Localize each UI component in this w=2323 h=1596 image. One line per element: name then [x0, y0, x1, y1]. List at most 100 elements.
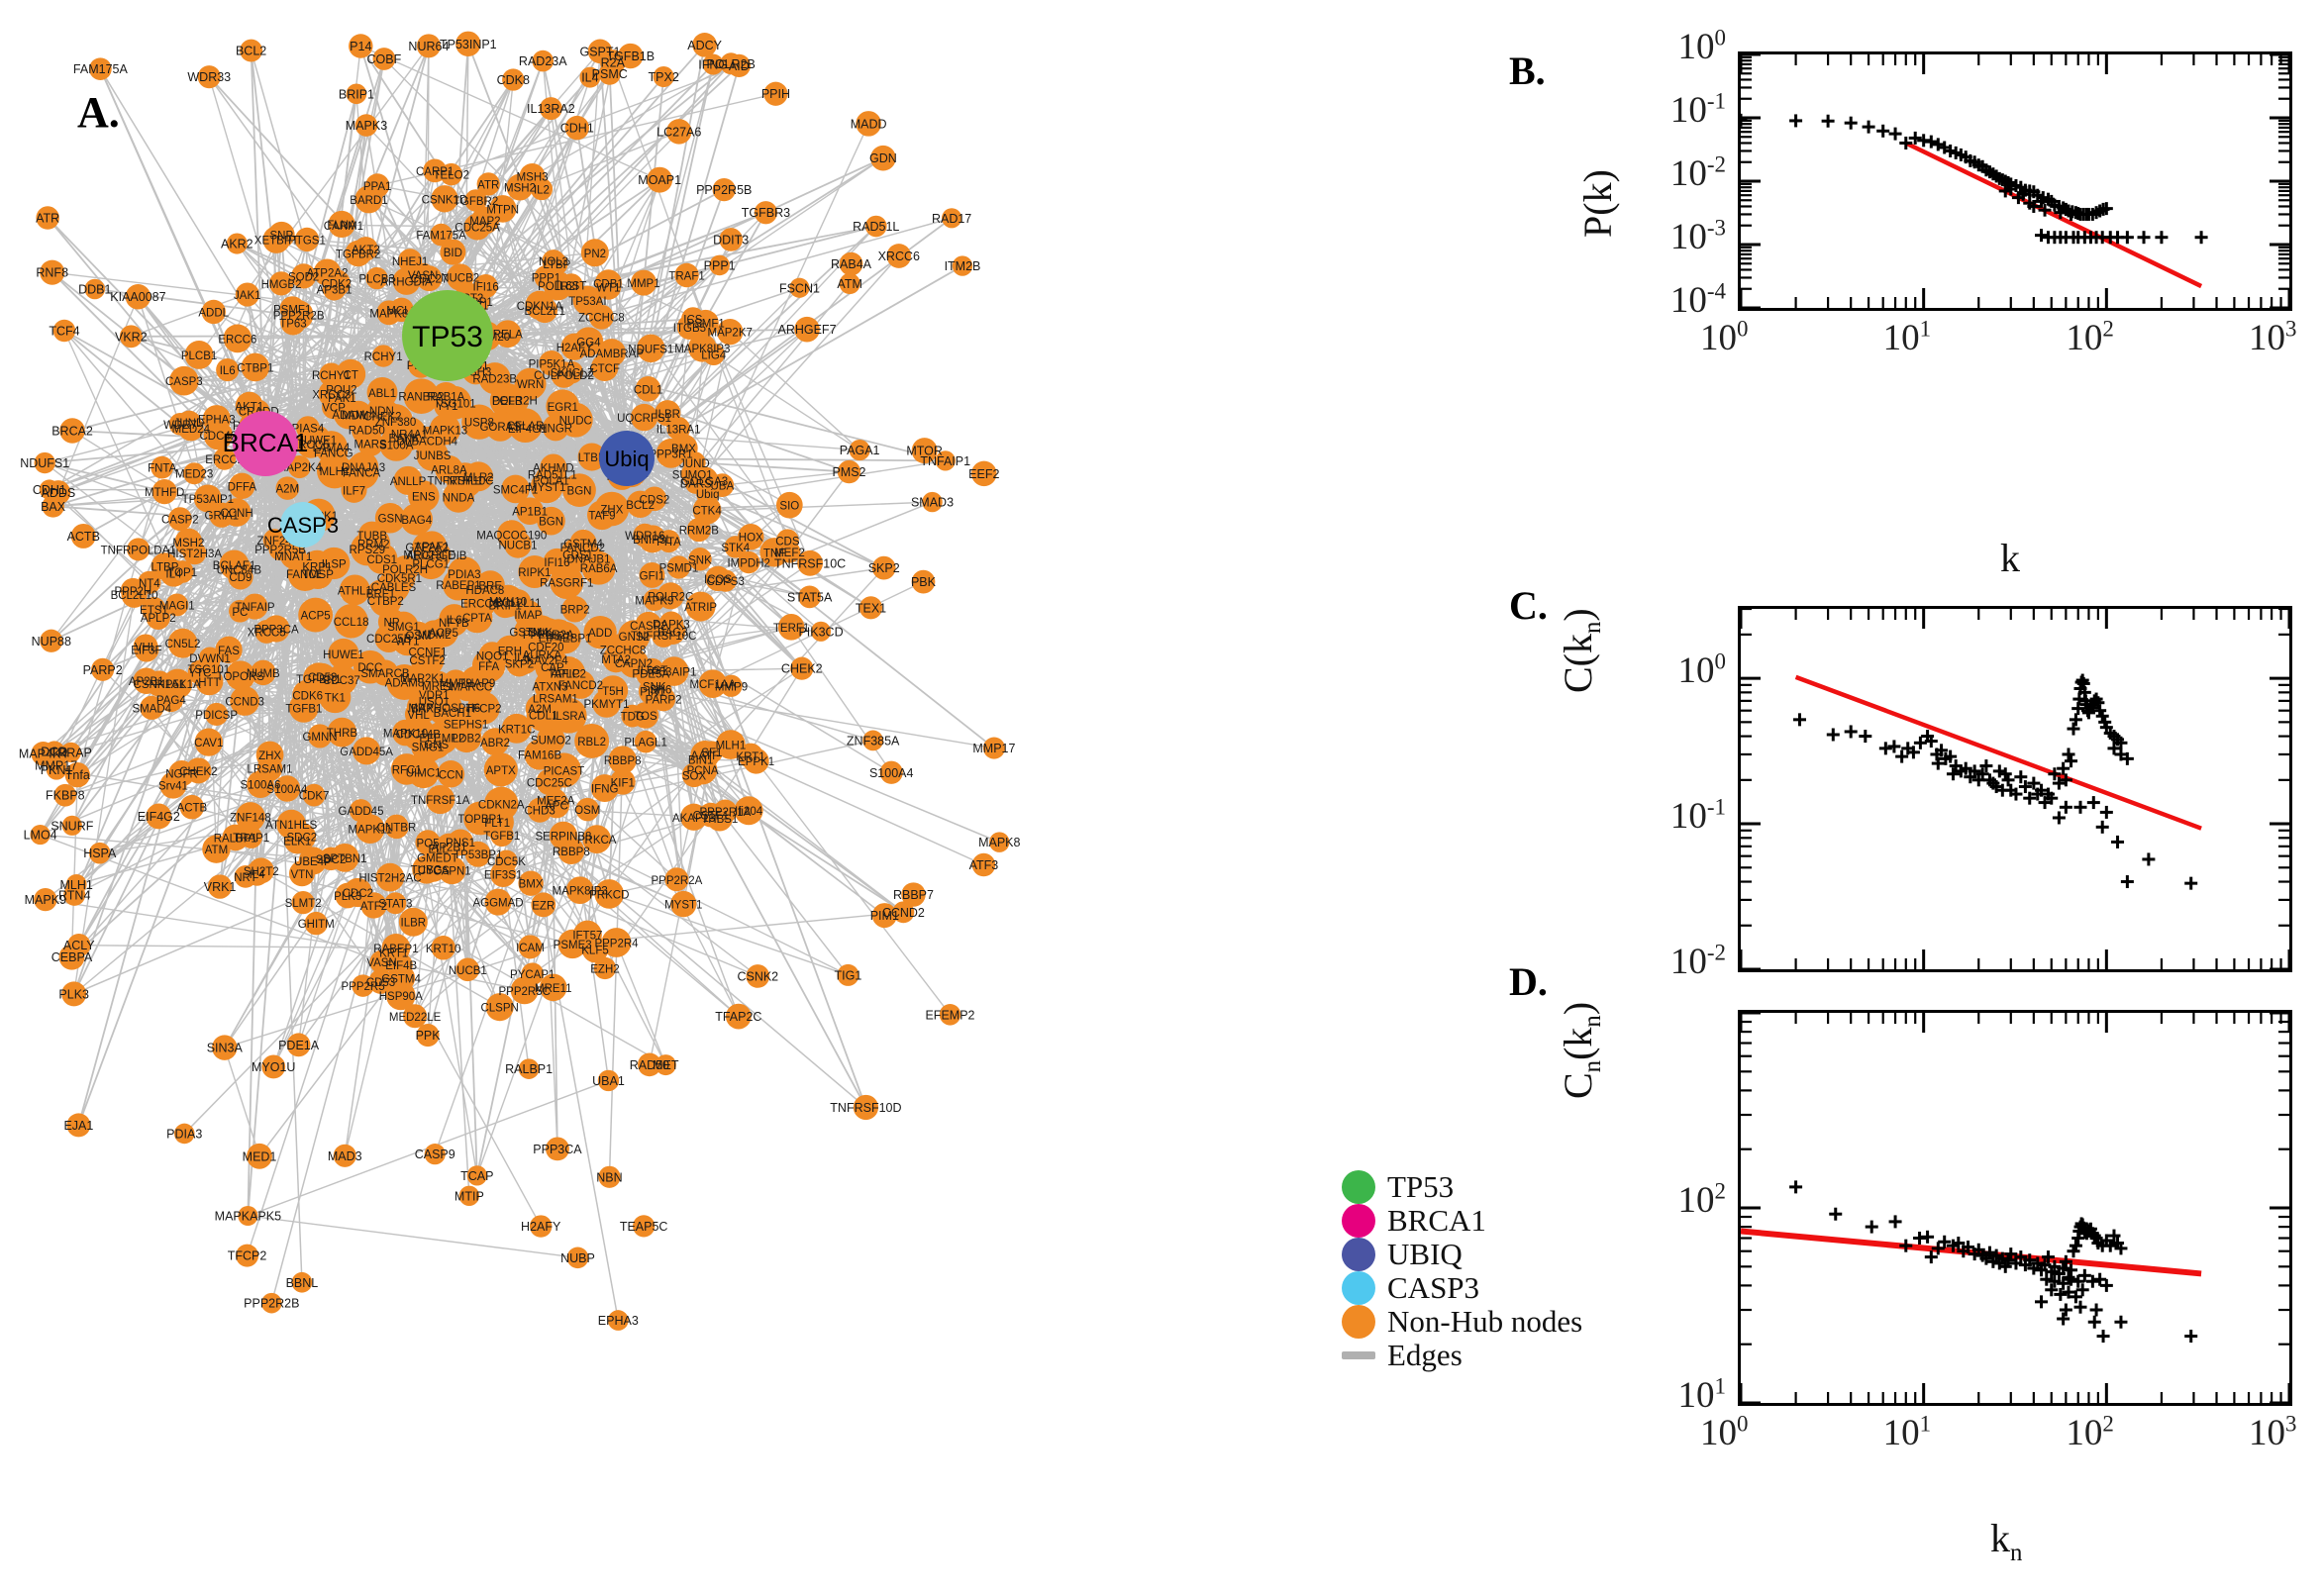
network-node[interactable] [170, 560, 194, 583]
network-node[interactable] [500, 385, 530, 415]
network-node[interactable] [393, 465, 423, 495]
network-node[interactable] [901, 882, 926, 907]
network-node[interactable] [30, 824, 50, 846]
network-node[interactable] [376, 300, 402, 326]
network-node[interactable] [886, 244, 912, 268]
network-node[interactable] [416, 34, 441, 58]
network-node[interactable] [466, 1165, 487, 1186]
network-node[interactable] [561, 595, 588, 623]
network-node[interactable] [319, 847, 343, 871]
network-node[interactable] [360, 892, 387, 919]
network-node[interactable] [213, 448, 236, 470]
network-node[interactable] [922, 491, 943, 513]
network-node[interactable] [789, 277, 810, 298]
network-node[interactable] [140, 695, 164, 720]
network-node[interactable] [543, 792, 570, 819]
network-node[interactable] [240, 39, 263, 62]
network-node[interactable] [716, 730, 746, 759]
network-node[interactable] [683, 451, 706, 474]
network-node[interactable] [356, 527, 391, 561]
network-node[interactable] [473, 273, 498, 299]
network-node[interactable] [504, 639, 541, 675]
network-node[interactable] [229, 599, 252, 623]
network-node[interactable] [656, 530, 680, 553]
network-node[interactable] [476, 172, 500, 196]
network-node[interactable] [364, 398, 401, 434]
network-node[interactable] [226, 233, 248, 254]
network-node[interactable] [333, 399, 363, 430]
network-node[interactable] [260, 1292, 282, 1314]
network-node[interactable] [437, 760, 465, 788]
network-node[interactable] [89, 57, 112, 80]
network-node[interactable] [565, 876, 594, 905]
network-node[interactable] [549, 821, 578, 850]
network-node[interactable] [187, 659, 213, 685]
network-node[interactable] [302, 557, 334, 590]
network-node[interactable] [642, 486, 667, 512]
network-node[interactable] [982, 737, 1005, 759]
network-node[interactable] [346, 83, 367, 105]
network-node[interactable] [319, 681, 352, 714]
network-node[interactable] [455, 957, 480, 982]
network-node[interactable] [540, 453, 567, 481]
network-node[interactable] [666, 119, 692, 145]
network-node[interactable] [484, 888, 512, 916]
network-node[interactable] [229, 472, 255, 499]
network-node[interactable] [70, 523, 96, 549]
network-node[interactable] [353, 737, 381, 765]
network-node[interactable] [403, 1004, 428, 1029]
network-node[interactable] [502, 68, 525, 91]
network-node[interactable] [637, 334, 665, 363]
network-node[interactable] [354, 185, 383, 214]
network-node[interactable] [727, 53, 751, 77]
network-node[interactable] [557, 929, 587, 959]
network-node[interactable] [372, 48, 396, 70]
network-node[interactable] [424, 1144, 446, 1165]
network-node[interactable] [174, 528, 203, 556]
network-node[interactable] [354, 114, 378, 137]
network-node[interactable] [579, 66, 601, 88]
network-node[interactable] [403, 378, 440, 415]
network-node[interactable] [635, 376, 661, 402]
network-node[interactable] [777, 614, 805, 641]
network-node[interactable] [652, 623, 676, 648]
network-node[interactable] [638, 1052, 661, 1077]
network-node[interactable] [599, 50, 626, 75]
network-node[interactable] [688, 333, 717, 362]
network-node[interactable] [746, 964, 770, 988]
network-node[interactable] [42, 494, 64, 518]
network-node[interactable] [236, 802, 265, 832]
network-node[interactable] [384, 892, 407, 915]
network-node[interactable] [39, 479, 59, 500]
network-node[interactable] [797, 549, 824, 576]
network-node[interactable] [680, 803, 708, 831]
network-node[interactable] [568, 534, 596, 560]
network-node[interactable] [524, 739, 556, 770]
network-node[interactable] [798, 585, 822, 609]
network-node[interactable] [575, 797, 600, 822]
network-node[interactable] [700, 741, 724, 763]
network-node[interactable] [566, 1247, 589, 1269]
network-node[interactable] [59, 418, 85, 444]
network-node[interactable] [425, 721, 459, 754]
network-node[interactable] [241, 352, 270, 382]
network-node[interactable] [692, 495, 722, 525]
network-node[interactable] [475, 570, 505, 600]
network-node[interactable] [712, 177, 736, 202]
network-node[interactable] [534, 265, 558, 289]
network-node[interactable] [392, 267, 421, 295]
network-node[interactable] [66, 1113, 91, 1138]
network-node[interactable] [440, 607, 468, 637]
network-node[interactable] [386, 980, 416, 1011]
network-node[interactable] [397, 249, 423, 273]
network-node[interactable] [416, 676, 452, 712]
network-node[interactable] [709, 254, 730, 276]
network-node[interactable] [236, 1244, 259, 1267]
network-node[interactable] [759, 538, 789, 567]
network-node[interactable] [633, 1215, 656, 1238]
network-node[interactable] [286, 1033, 311, 1057]
network-node[interactable] [455, 31, 481, 57]
network-node[interactable] [146, 803, 172, 830]
network-node[interactable] [607, 1310, 629, 1331]
network-node[interactable] [438, 385, 472, 420]
